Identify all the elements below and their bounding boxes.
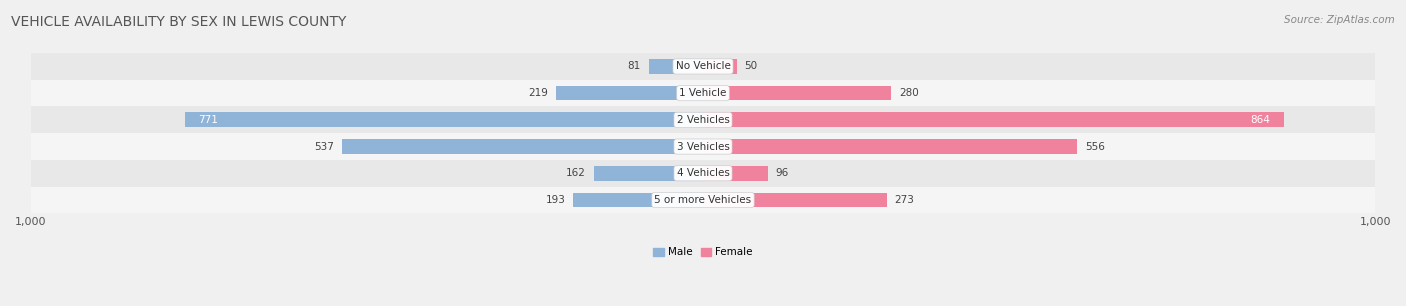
Text: 864: 864 [1250, 115, 1271, 125]
Bar [31, 133, 1375, 160]
Text: 4 Vehicles: 4 Vehicles [676, 168, 730, 178]
Bar [703, 86, 891, 100]
Text: 771: 771 [198, 115, 218, 125]
Bar [31, 80, 1375, 106]
Text: 2 Vehicles: 2 Vehicles [676, 115, 730, 125]
Text: 219: 219 [527, 88, 548, 98]
Bar [648, 59, 703, 74]
Bar [574, 193, 703, 207]
Text: 5 or more Vehicles: 5 or more Vehicles [654, 195, 752, 205]
Text: Source: ZipAtlas.com: Source: ZipAtlas.com [1284, 15, 1395, 25]
Bar [555, 86, 703, 100]
Bar [703, 59, 737, 74]
Text: 162: 162 [567, 168, 586, 178]
Text: 50: 50 [745, 62, 758, 71]
Bar [31, 106, 1375, 133]
Bar [342, 139, 703, 154]
Text: VEHICLE AVAILABILITY BY SEX IN LEWIS COUNTY: VEHICLE AVAILABILITY BY SEX IN LEWIS COU… [11, 15, 347, 29]
Text: 96: 96 [776, 168, 789, 178]
Bar [703, 166, 768, 181]
Bar [703, 113, 1284, 127]
Bar [31, 53, 1375, 80]
Legend: Male, Female: Male, Female [650, 243, 756, 262]
Text: 193: 193 [546, 195, 565, 205]
Bar [595, 166, 703, 181]
Text: 556: 556 [1085, 142, 1105, 151]
Bar [703, 139, 1077, 154]
Text: 273: 273 [894, 195, 914, 205]
Bar [184, 113, 703, 127]
Bar [31, 187, 1375, 213]
Bar [31, 160, 1375, 187]
Bar [703, 193, 887, 207]
Text: 537: 537 [314, 142, 335, 151]
Text: No Vehicle: No Vehicle [675, 62, 731, 71]
Text: 81: 81 [627, 62, 641, 71]
Text: 280: 280 [900, 88, 920, 98]
Text: 3 Vehicles: 3 Vehicles [676, 142, 730, 151]
Text: 1 Vehicle: 1 Vehicle [679, 88, 727, 98]
